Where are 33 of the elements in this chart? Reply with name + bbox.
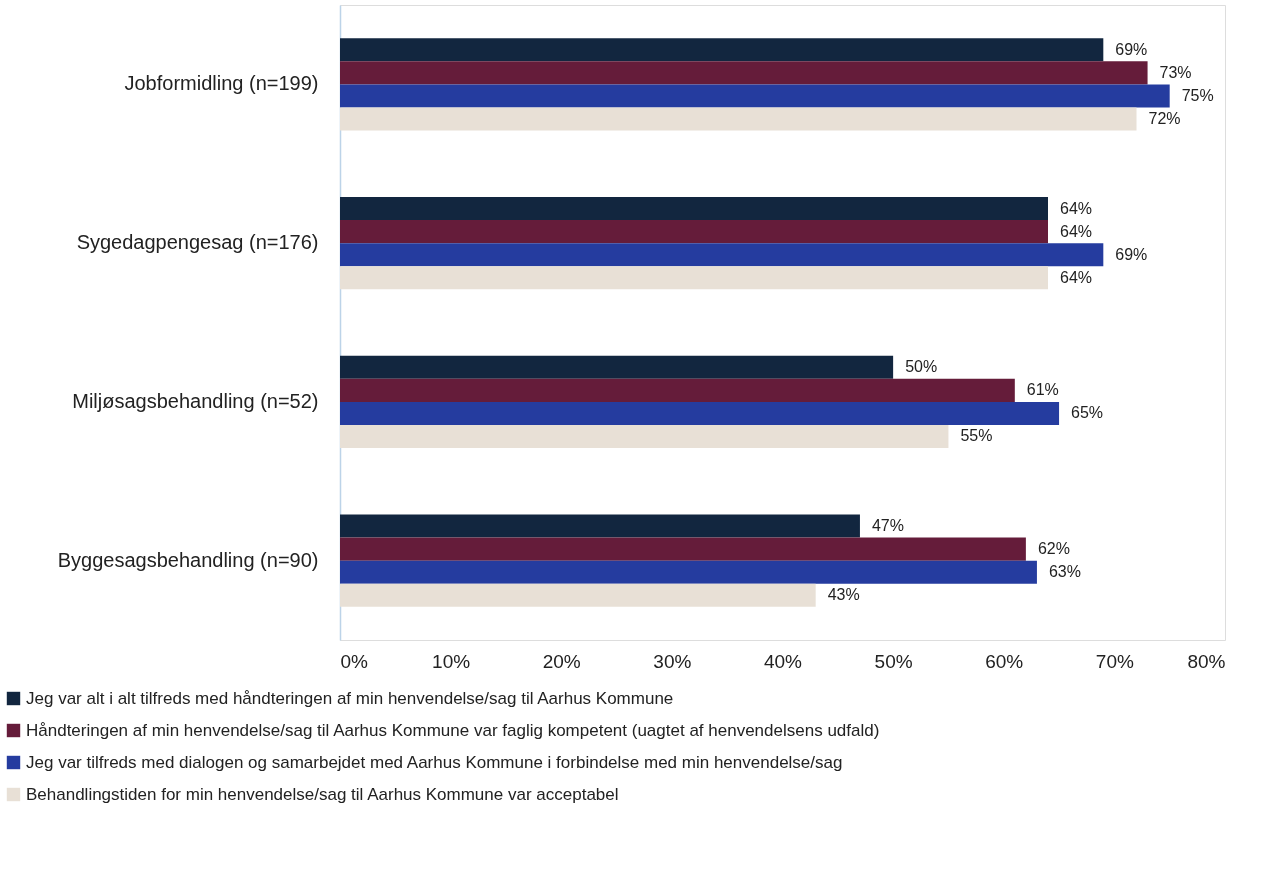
y-tick-label: Byggesagsbehandling (n=90): [57, 548, 319, 571]
data-label: 64%: [1060, 222, 1093, 240]
x-tick-label: 10%: [432, 650, 471, 672]
x-tick-label: 50%: [874, 650, 913, 672]
data-label: 50%: [905, 358, 938, 376]
x-tick-label: 20%: [542, 650, 581, 672]
data-label: 65%: [1071, 404, 1104, 422]
x-tick-label: 30%: [653, 650, 692, 672]
data-label: 62%: [1037, 540, 1070, 558]
data-label: 73%: [1159, 63, 1192, 81]
legend-label: Jeg var tilfreds med dialogen og samarbejdet med Aarhus Kommune i forbindelse med min henvendelse/sag: [26, 752, 843, 772]
y-tick-label: Jobformidling (n=199): [124, 72, 319, 95]
data-label: 47%: [871, 517, 904, 535]
data-label: 63%: [1048, 563, 1081, 581]
data-label: 69%: [1115, 245, 1148, 263]
y-tick-label: Sygedagpengesag (n=176): [76, 231, 319, 254]
data-label: 64%: [1060, 268, 1093, 286]
data-label: 72%: [1148, 109, 1181, 127]
x-tick-label: 0%: [340, 650, 369, 672]
legend-label: Jeg var alt i alt tilfreds med håndteringen af min henvendelse/sag til Aarhus Kommune: [26, 688, 674, 708]
data-label: 64%: [1060, 199, 1093, 217]
data-label: 75%: [1181, 86, 1214, 104]
x-tick-label: 60%: [985, 650, 1024, 672]
data-label: 55%: [960, 427, 993, 445]
x-tick-label: 70%: [1095, 650, 1134, 672]
x-tick-label: 80%: [1187, 650, 1226, 672]
x-tick-label: 40%: [763, 650, 803, 672]
legend-label: Håndteringen af min henvendelse/sag til Aarhus Kommune var faglig kompetent (uagtet af henvendelsens udfald): [26, 720, 880, 740]
y-tick-label: Miljøsagsbehandling (n=52): [72, 389, 319, 412]
data-label: 61%: [1026, 381, 1059, 399]
data-label: 69%: [1115, 40, 1148, 58]
data-label: 43%: [827, 586, 860, 604]
legend-label: Behandlingstiden for min henvendelse/sag til Aarhus Kommune var acceptabel: [26, 784, 619, 804]
